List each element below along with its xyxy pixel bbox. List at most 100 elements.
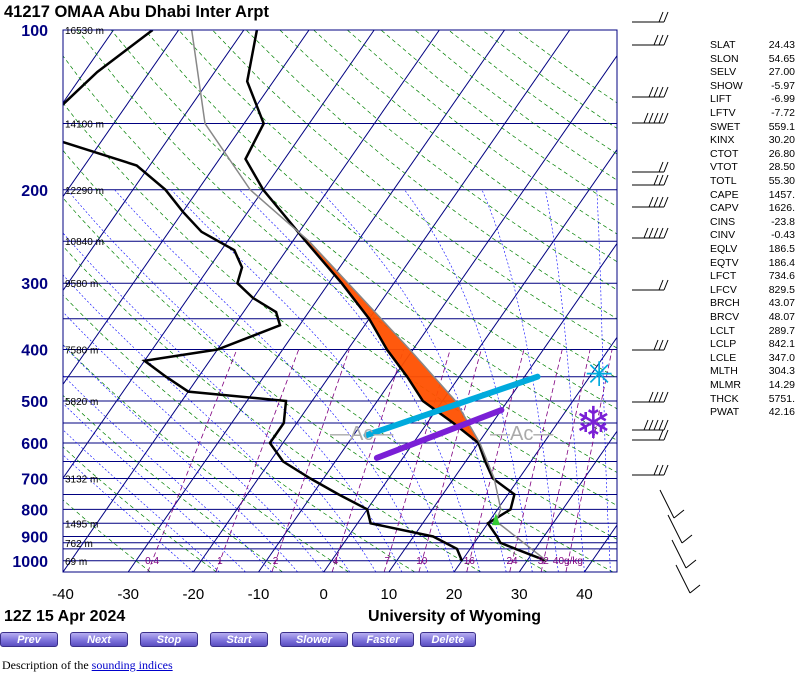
pressure-label: 700	[21, 472, 48, 489]
mixing-ratio-label: 2	[273, 556, 279, 567]
index-value: 43.07	[769, 297, 795, 311]
wind-barb-staff	[672, 540, 686, 568]
height-label: 7580 m	[65, 346, 98, 357]
index-value: 842.1	[769, 338, 795, 352]
wind-barb-flag	[644, 113, 648, 123]
wind-barb-flag	[659, 87, 663, 97]
index-key: LFCT	[710, 270, 736, 284]
height-label: 1495 m	[65, 519, 98, 530]
index-key: SELV	[710, 66, 736, 80]
prev-button[interactable]: Prev	[0, 632, 58, 647]
index-key: CINV	[710, 229, 735, 243]
snow-symbol: ❄	[575, 398, 612, 449]
index-value: -0.43	[771, 229, 795, 243]
isotherm-line	[259, 30, 635, 572]
dry-adiabat	[111, 30, 797, 572]
animation-controls: Prev Next Stop Start Slower Faster Delet…	[0, 632, 560, 648]
ac-right-symbol: —Ac—	[490, 423, 553, 445]
index-value: 26.80	[769, 148, 795, 162]
index-value: -23.8	[771, 216, 795, 230]
wind-barb-flag	[664, 12, 668, 22]
index-value: 347.0	[769, 352, 795, 366]
moist-adiabat	[239, 190, 480, 572]
wind-barb-flag	[649, 420, 653, 430]
wind-barb-flag	[649, 87, 653, 97]
wind-barb-flag	[664, 465, 668, 475]
parcel-line	[192, 30, 547, 561]
height-label: 14100 m	[65, 119, 104, 130]
index-row: BRCH 43.07	[710, 297, 795, 311]
index-key: EQLV	[710, 243, 737, 257]
wind-barb-flag	[654, 228, 658, 238]
wind-barb-flag	[682, 535, 692, 543]
isotherm-line	[0, 30, 309, 572]
index-key: CTOT	[710, 148, 738, 162]
index-key: TOTL	[710, 175, 737, 189]
stop-button[interactable]: Stop	[140, 632, 198, 647]
index-value: 14.29	[769, 379, 795, 393]
index-key: THCK	[710, 393, 739, 407]
wind-barb-flag	[654, 392, 658, 402]
delete-button[interactable]: Delete	[420, 632, 476, 647]
index-key: PWAT	[710, 406, 739, 420]
mixing-ratio-label: 32	[538, 556, 550, 567]
wind-barb-flag	[664, 430, 668, 440]
index-key: LCLT	[710, 325, 735, 339]
index-key: SHOW	[710, 80, 743, 94]
wind-barb-flag	[664, 35, 668, 45]
index-value: -6.99	[771, 93, 795, 107]
footer-note: Description of the sounding indices	[2, 658, 173, 673]
skewt-diagram: 41217 OMAA Abu Dhabi Inter Arpt —Ac——Ac—…	[0, 0, 797, 632]
mixing-ratio-label: 40g/kg	[553, 556, 583, 567]
dry-adiabat	[77, 30, 797, 572]
wind-barb-flag	[644, 228, 648, 238]
mixing-ratio-line	[216, 350, 299, 572]
footer-prefix: Description of the	[2, 658, 92, 672]
index-value: -7.72	[771, 107, 795, 121]
index-value: 304.3	[769, 365, 795, 379]
wind-barb-flag	[686, 560, 696, 568]
index-key: CAPE	[710, 189, 739, 203]
start-button[interactable]: Start	[210, 632, 268, 647]
next-button[interactable]: Next	[70, 632, 128, 647]
moist-adiabat	[115, 190, 428, 572]
sounding-indices-link[interactable]: sounding indices	[92, 658, 173, 672]
mixing-ratio-line	[541, 350, 590, 572]
height-label: 69 m	[65, 557, 87, 568]
wind-barb-flag	[659, 113, 663, 123]
index-key: BRCH	[710, 297, 740, 311]
wind-barb-flag	[659, 420, 663, 430]
weather-symbols: —Ac——Ac—✳❄	[330, 355, 614, 525]
pressure-label: 200	[21, 183, 48, 200]
dry-adiabat	[0, 30, 547, 572]
plot-frame	[63, 30, 617, 572]
isotherm-line	[324, 30, 700, 572]
index-row: CTOT 26.80	[710, 148, 795, 162]
temperature-tick-label: 30	[511, 586, 528, 603]
dewpoint-line	[36, 30, 462, 561]
isotherm-line	[389, 30, 765, 572]
index-value: -5.97	[771, 80, 795, 94]
index-value: 27.00	[769, 66, 795, 80]
temperature-tick-label: -20	[183, 586, 205, 603]
height-label: 10840 m	[65, 237, 104, 248]
wind-barb-flag	[654, 113, 658, 123]
index-row: LIFT-6.99	[710, 93, 795, 107]
wind-barb-flag	[674, 510, 684, 518]
index-value: 30.20	[769, 134, 795, 148]
slower-button[interactable]: Slower	[280, 632, 348, 647]
index-value: 734.6	[769, 270, 795, 284]
faster-button[interactable]: Faster	[352, 632, 414, 647]
index-row: SHOW -5.97	[710, 80, 795, 94]
wind-barb-flag	[664, 175, 668, 185]
wind-barb-flag	[649, 392, 653, 402]
